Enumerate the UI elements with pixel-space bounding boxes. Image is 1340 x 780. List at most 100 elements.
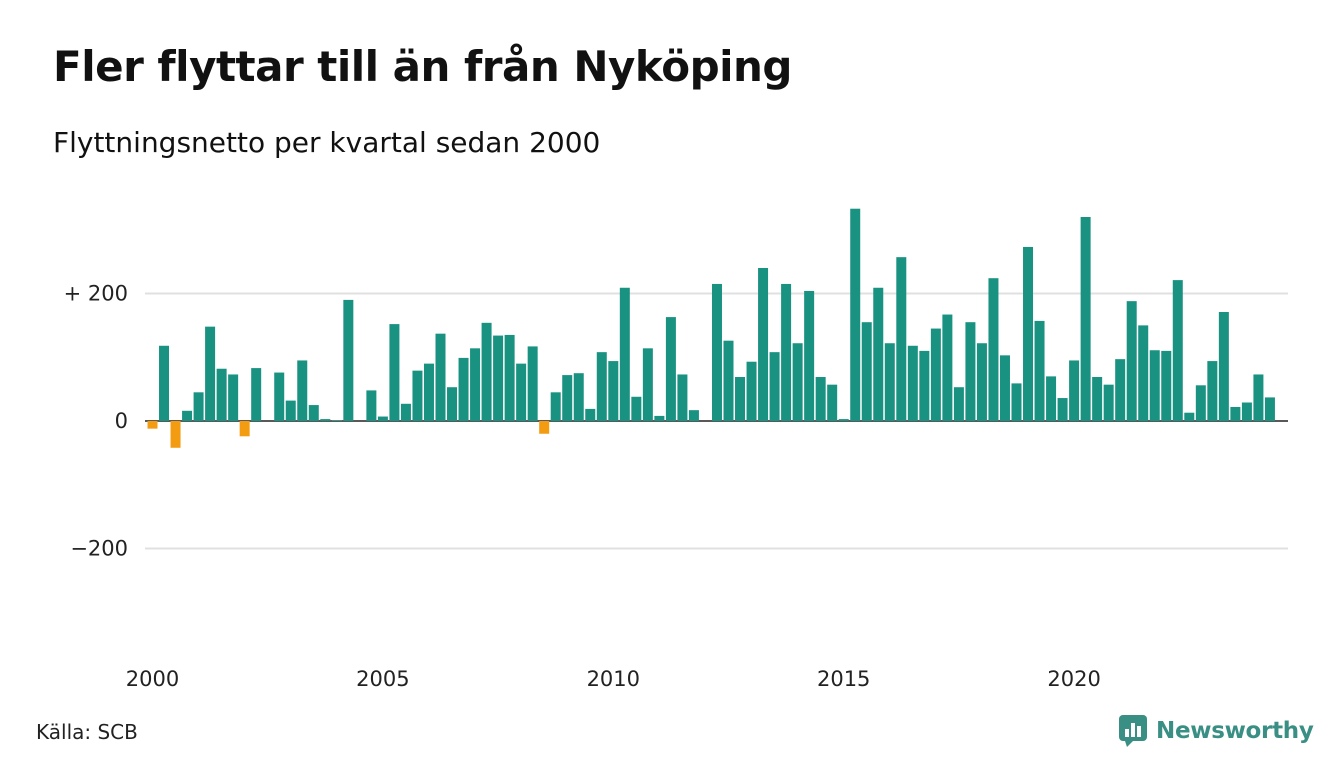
- bar: [481, 322, 492, 421]
- bar: [193, 392, 204, 421]
- bar: [377, 416, 388, 421]
- bar: [423, 363, 434, 421]
- bar: [504, 334, 515, 421]
- bar: [147, 421, 158, 429]
- bar: [654, 415, 665, 421]
- bar: [239, 421, 250, 437]
- bar: [1126, 301, 1137, 421]
- y-tick-label: 0: [115, 409, 128, 433]
- bar: [527, 346, 538, 421]
- bar: [1011, 383, 1022, 421]
- bar: [711, 283, 722, 421]
- bar: [573, 373, 584, 421]
- bar: [182, 410, 193, 421]
- bar: [631, 396, 642, 421]
- bar: [999, 355, 1010, 421]
- bar: [458, 357, 469, 421]
- bar: [1092, 377, 1103, 421]
- bar: [331, 420, 342, 421]
- bar: [228, 374, 239, 421]
- bar: [873, 287, 884, 421]
- bar: [1115, 359, 1126, 421]
- bar: [1172, 280, 1183, 421]
- bar: [942, 314, 953, 421]
- bar: [919, 350, 930, 422]
- newsworthy-logo[interactable]: Newsworthy: [1118, 714, 1314, 748]
- bar: [769, 352, 780, 421]
- bar: [1138, 325, 1149, 422]
- bar: [170, 421, 181, 448]
- newsworthy-chart-icon: [1119, 715, 1147, 747]
- bar: [953, 387, 964, 421]
- bar: [1184, 412, 1195, 421]
- bar: [1023, 246, 1034, 421]
- y-tick-label: −200: [70, 537, 128, 561]
- bar: [1218, 311, 1229, 421]
- bar: [608, 361, 619, 421]
- y-axis: + 200 0 −200: [64, 282, 128, 561]
- bar: [1046, 376, 1057, 422]
- bar: [1161, 350, 1172, 422]
- bar: [159, 345, 170, 421]
- bar: [896, 257, 907, 421]
- bar: [320, 419, 331, 421]
- chart-title: Fler flyttar till än från Nyköping: [53, 42, 793, 91]
- bar: [562, 375, 573, 421]
- bar: [735, 377, 746, 421]
- bar: [1195, 385, 1206, 421]
- source-label: Källa: SCB: [36, 720, 138, 744]
- bar: [804, 290, 815, 421]
- bar: [976, 343, 987, 421]
- bar: [447, 387, 458, 421]
- bar: [677, 374, 688, 421]
- bar: [861, 322, 872, 421]
- bar: [1207, 361, 1218, 421]
- bar: [596, 352, 607, 421]
- bar: [470, 348, 481, 421]
- bar: [1057, 398, 1068, 421]
- bar: [758, 268, 769, 421]
- bar: [792, 343, 803, 421]
- bar: [619, 287, 630, 421]
- bar: [884, 343, 895, 421]
- bar: [205, 326, 216, 421]
- bar: [1241, 402, 1252, 421]
- bar: [389, 324, 400, 421]
- bar: [285, 400, 296, 421]
- bar: [965, 322, 976, 421]
- bar: [435, 333, 446, 421]
- bar: [746, 361, 757, 421]
- bar: [308, 405, 319, 421]
- bar: [1253, 374, 1264, 421]
- bar: [585, 408, 596, 421]
- chart-subtitle: Flyttningsnetto per kvartal sedan 2000: [53, 126, 601, 159]
- bar: [516, 363, 527, 421]
- bar: [1103, 384, 1114, 421]
- x-tick-label: 2000: [126, 667, 179, 691]
- x-tick-label: 2020: [1047, 667, 1100, 691]
- bar: [274, 372, 285, 421]
- bar: [1080, 217, 1091, 421]
- bar: [815, 377, 826, 421]
- bar: [251, 368, 262, 421]
- bar: [216, 368, 227, 421]
- bar: [297, 360, 308, 421]
- bar: [1149, 350, 1160, 421]
- bar: [1034, 320, 1045, 421]
- bar: [343, 299, 354, 421]
- x-tick-label: 2005: [356, 667, 409, 691]
- bar: [539, 421, 550, 434]
- bar: [1264, 397, 1275, 421]
- x-tick-label: 2015: [817, 667, 870, 691]
- bar: [412, 370, 423, 421]
- bar: [642, 348, 653, 421]
- bar: [827, 384, 838, 421]
- x-tick-label: 2010: [587, 667, 640, 691]
- bar: [850, 208, 861, 421]
- bar: [723, 340, 734, 421]
- bar: [838, 419, 849, 421]
- y-tick-label: + 200: [64, 282, 128, 306]
- brand-name: Newsworthy: [1156, 718, 1314, 744]
- bar: [688, 410, 699, 421]
